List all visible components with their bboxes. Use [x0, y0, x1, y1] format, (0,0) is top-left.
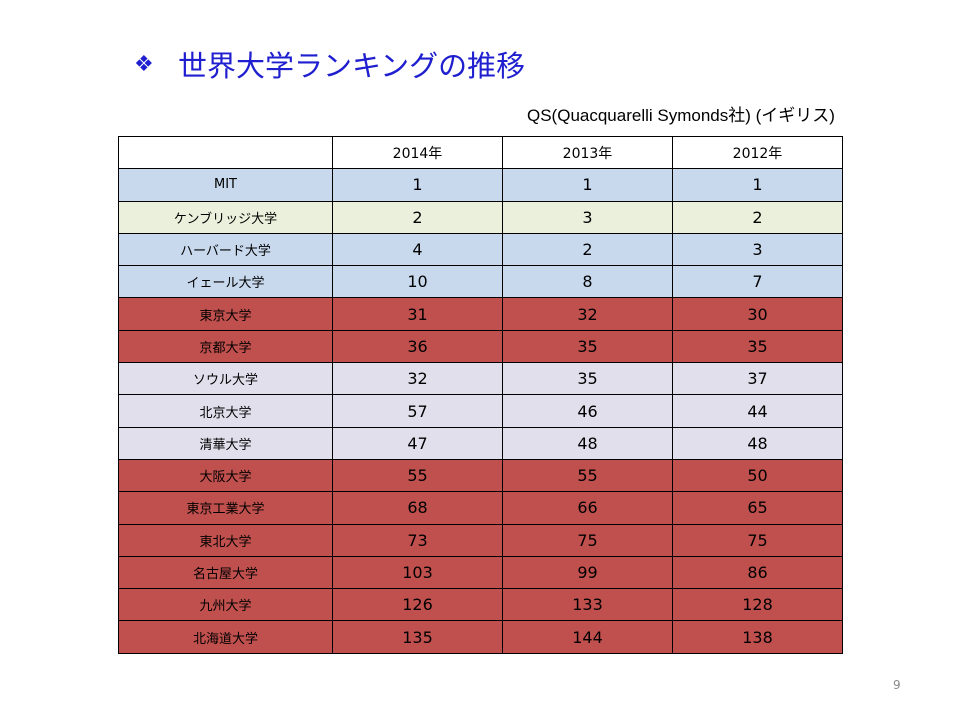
rank-2014: 55	[332, 458, 503, 493]
table-row: ハーバード大学 4 2 3	[118, 232, 843, 267]
rank-2012: 3	[672, 232, 843, 267]
rank-2014: 103	[332, 555, 503, 590]
rank-2014: 2	[332, 200, 503, 234]
rank-2012: 65	[672, 491, 843, 525]
rank-2013: 35	[502, 329, 673, 364]
rank-2014: 47	[332, 426, 503, 460]
header-2013: 2013年	[502, 135, 673, 170]
university-name: 大阪大学	[118, 458, 333, 493]
diamond-bullet-icon: ❖	[134, 51, 154, 77]
rank-2013: 1	[502, 168, 673, 202]
table-row: ソウル大学 32 35 37	[118, 362, 843, 396]
rank-2012: 138	[672, 620, 843, 654]
table-row: 清華大学 47 48 48	[118, 426, 843, 460]
university-name: 清華大学	[118, 426, 333, 460]
rank-2013: 35	[502, 362, 673, 396]
table-row: 大阪大学 55 55 50	[118, 458, 843, 493]
table-row: 北海道大学 135 144 138	[118, 620, 843, 654]
table-row: 名古屋大学 103 99 86	[118, 555, 843, 590]
university-name: 九州大学	[118, 588, 333, 622]
rank-2012: 2	[672, 200, 843, 234]
table-row: 東京工業大学 68 66 65	[118, 491, 843, 525]
university-name: ケンブリッジ大学	[118, 200, 333, 234]
university-name: 名古屋大学	[118, 555, 333, 590]
rank-2012: 75	[672, 523, 843, 557]
header-2012: 2012年	[672, 135, 843, 170]
rank-2013: 75	[502, 523, 673, 557]
rank-2012: 48	[672, 426, 843, 460]
rank-2012: 50	[672, 458, 843, 493]
university-name: 北海道大学	[118, 620, 333, 654]
source-caption: QS(Quacquarelli Symonds社) (イギリス)	[527, 106, 835, 125]
rank-2013: 3	[502, 200, 673, 234]
university-name: 東京工業大学	[118, 491, 333, 525]
university-name: 東京大学	[118, 297, 333, 331]
table-row: 京都大学 36 35 35	[118, 329, 843, 364]
rank-2014: 57	[332, 394, 503, 428]
rank-2014: 126	[332, 588, 503, 622]
slide-title: ❖ 世界大学ランキングの推移	[134, 44, 525, 84]
university-name: ハーバード大学	[118, 232, 333, 267]
header-2014: 2014年	[332, 135, 503, 170]
ranking-table: 2014年 2013年 2012年 MIT 1 1 1 ケンブリッジ大学 2 3…	[118, 135, 843, 654]
rank-2012: 44	[672, 394, 843, 428]
header-corner-cell	[118, 135, 333, 170]
table-row: 九州大学 126 133 128	[118, 588, 843, 622]
rank-2013: 48	[502, 426, 673, 460]
rank-2012: 37	[672, 362, 843, 396]
university-name: 京都大学	[118, 329, 333, 364]
table-row: MIT 1 1 1	[118, 168, 843, 202]
rank-2012: 86	[672, 555, 843, 590]
rank-2013: 144	[502, 620, 673, 654]
rank-2013: 99	[502, 555, 673, 590]
university-name: MIT	[118, 168, 333, 202]
rank-2014: 1	[332, 168, 503, 202]
rank-2013: 2	[502, 232, 673, 267]
rank-2012: 30	[672, 297, 843, 331]
rank-2012: 35	[672, 329, 843, 364]
rank-2013: 133	[502, 588, 673, 622]
rank-2013: 55	[502, 458, 673, 493]
slide-title-text: 世界大学ランキングの推移	[178, 49, 526, 83]
table-row: ケンブリッジ大学 2 3 2	[118, 200, 843, 234]
rank-2014: 135	[332, 620, 503, 654]
table-row: 東北大学 73 75 75	[118, 523, 843, 557]
rank-2014: 4	[332, 232, 503, 267]
rank-2014: 10	[332, 265, 503, 299]
table-row: 北京大学 57 46 44	[118, 394, 843, 428]
university-name: 東北大学	[118, 523, 333, 557]
rank-2014: 73	[332, 523, 503, 557]
rank-2012: 7	[672, 265, 843, 299]
university-name: ソウル大学	[118, 362, 333, 396]
rank-2013: 66	[502, 491, 673, 525]
rank-2014: 31	[332, 297, 503, 331]
table-row: 東京大学 31 32 30	[118, 297, 843, 331]
rank-2013: 46	[502, 394, 673, 428]
rank-2012: 128	[672, 588, 843, 622]
rank-2014: 32	[332, 362, 503, 396]
rank-2012: 1	[672, 168, 843, 202]
university-name: 北京大学	[118, 394, 333, 428]
table-header-row: 2014年 2013年 2012年	[118, 135, 843, 170]
table-row: イェール大学 10 8 7	[118, 265, 843, 299]
rank-2014: 36	[332, 329, 503, 364]
rank-2014: 68	[332, 491, 503, 525]
rank-2013: 8	[502, 265, 673, 299]
university-name: イェール大学	[118, 265, 333, 299]
page-number: 9	[893, 678, 901, 692]
rank-2013: 32	[502, 297, 673, 331]
